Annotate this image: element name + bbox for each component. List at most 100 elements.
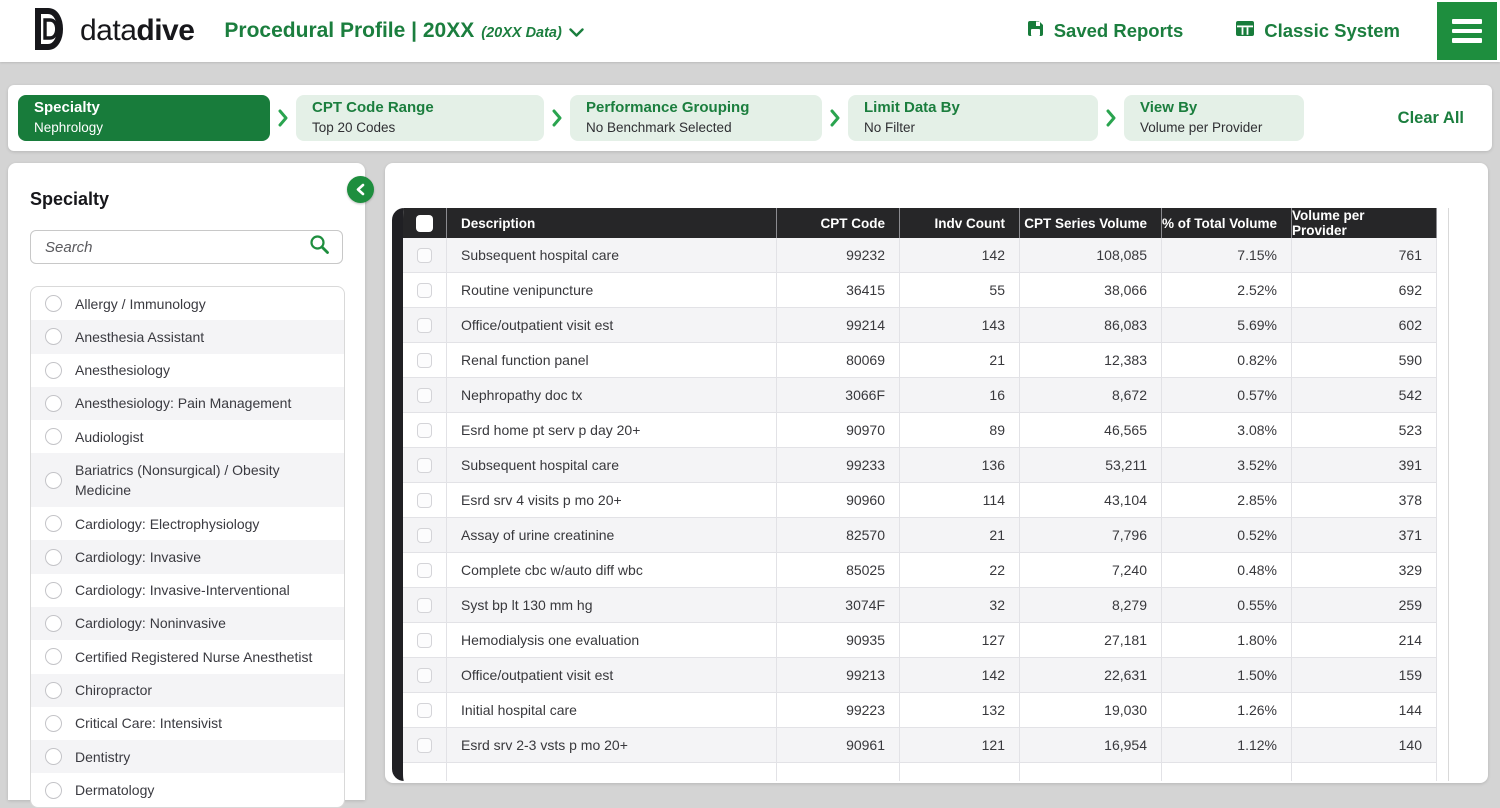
radio-icon[interactable]: [45, 681, 62, 699]
specialty-option-label: Critical Care: Intensivist: [75, 715, 223, 732]
row-checkbox[interactable]: [417, 457, 432, 473]
clipped-row-cell: [403, 763, 447, 781]
clear-all-button[interactable]: Clear All: [1397, 108, 1464, 127]
report-title-dropdown[interactable]: Procedural Profile | 20XX (20XX Data): [224, 19, 584, 43]
table-wrap: Description CPT Code Indv Count CPT Series …: [392, 208, 1449, 781]
value-cell: 99233: [777, 448, 900, 483]
specialty-option[interactable]: Dentistry: [31, 740, 344, 774]
value-cell: 12,383: [1020, 343, 1162, 378]
radio-icon[interactable]: [45, 615, 62, 633]
row-checkbox[interactable]: [417, 702, 432, 718]
specialty-option[interactable]: Anesthesiology: [31, 354, 344, 387]
saved-reports-button[interactable]: Saved Reports: [1026, 19, 1183, 43]
row-checkbox[interactable]: [417, 247, 432, 263]
results-panel: Description CPT Code Indv Count CPT Series …: [385, 163, 1488, 783]
value-cell: 761: [1292, 238, 1437, 273]
row-checkbox[interactable]: [417, 352, 432, 368]
value-cell: 143: [900, 308, 1020, 343]
row-checkbox[interactable]: [417, 562, 432, 578]
step-performance-grouping[interactable]: Performance Grouping No Benchmark Select…: [570, 95, 822, 141]
logo-text: datadive: [80, 14, 195, 47]
column-header[interactable]: CPT Code: [777, 208, 900, 238]
radio-icon[interactable]: [45, 515, 62, 533]
datadive-logo[interactable]: datadive: [30, 6, 195, 57]
radio-icon[interactable]: [45, 548, 62, 566]
step-specialty[interactable]: Specialty Nephrology: [18, 95, 270, 141]
page-title-suffix: (20XX Data): [481, 25, 562, 41]
specialty-option[interactable]: Anesthesia Assistant: [31, 320, 344, 354]
specialty-option[interactable]: Cardiology: Invasive: [31, 540, 344, 574]
row-checkbox[interactable]: [417, 597, 432, 613]
value-cell: 43,104: [1020, 483, 1162, 518]
specialty-option[interactable]: Cardiology: Noninvasive: [31, 606, 344, 641]
step-limit-data-by[interactable]: Limit Data By No Filter: [848, 95, 1098, 141]
column-header[interactable]: Indv Count: [900, 208, 1020, 238]
row-checkbox-cell: [403, 343, 447, 378]
value-cell: 3074F: [777, 588, 900, 623]
radio-icon[interactable]: [45, 328, 62, 346]
row-checkbox[interactable]: [417, 737, 432, 753]
radio-icon[interactable]: [45, 395, 62, 413]
value-cell: 55: [900, 273, 1020, 308]
column-header[interactable]: % of Total Volume: [1162, 208, 1292, 238]
column-header[interactable]: Volume per Provider: [1292, 208, 1437, 238]
value-cell: 1.50%: [1162, 658, 1292, 693]
specialty-option[interactable]: Certified Registered Nurse Anesthetist: [31, 640, 344, 673]
value-cell: 2.85%: [1162, 483, 1292, 518]
value-cell: 136: [900, 448, 1020, 483]
value-cell: 3066F: [777, 378, 900, 413]
top-bar: datadive Procedural Profile | 20XX (20XX…: [0, 0, 1500, 62]
column-header[interactable]: Description: [447, 208, 777, 238]
radio-icon[interactable]: [45, 748, 62, 766]
select-all-checkbox[interactable]: [416, 214, 433, 232]
row-checkbox[interactable]: [417, 667, 432, 683]
specialty-option[interactable]: Bariatrics (Nonsurgical) / Obesity Medic…: [31, 453, 344, 508]
specialty-option[interactable]: Cardiology: Invasive-Interventional: [31, 574, 344, 607]
row-checkbox[interactable]: [417, 492, 432, 508]
value-cell: 21: [900, 343, 1020, 378]
value-cell: 32: [900, 588, 1020, 623]
value-cell: 16,954: [1020, 728, 1162, 763]
table-scrollbar-gutter[interactable]: [1437, 208, 1449, 781]
row-checkbox[interactable]: [417, 422, 432, 438]
row-checkbox[interactable]: [417, 632, 432, 648]
value-cell: 3.08%: [1162, 413, 1292, 448]
menu-button[interactable]: [1437, 2, 1497, 60]
value-cell: 86,083: [1020, 308, 1162, 343]
row-checkbox[interactable]: [417, 527, 432, 543]
value-cell: 114: [900, 483, 1020, 518]
step-view-by[interactable]: View By Volume per Provider: [1124, 95, 1304, 141]
collapse-sidebar-button[interactable]: [347, 176, 374, 203]
specialty-option[interactable]: Critical Care: Intensivist: [31, 707, 344, 740]
search-icon[interactable]: [309, 234, 330, 260]
chevron-down-icon[interactable]: [569, 25, 584, 43]
radio-icon[interactable]: [45, 361, 62, 379]
classic-system-button[interactable]: Classic System: [1235, 19, 1400, 43]
row-checkbox[interactable]: [417, 317, 432, 333]
description-cell: Initial hospital care: [447, 693, 777, 728]
radio-icon[interactable]: [45, 648, 62, 666]
row-checkbox[interactable]: [417, 387, 432, 403]
radio-icon[interactable]: [45, 428, 62, 446]
specialty-option[interactable]: Cardiology: Electrophysiology: [31, 507, 344, 540]
clipped-row-cell: [1292, 763, 1437, 781]
specialty-option[interactable]: Anesthesiology: Pain Management: [31, 386, 344, 421]
clipped-row-cell: [1020, 763, 1162, 781]
radio-icon[interactable]: [45, 715, 62, 732]
step-label: Performance Grouping: [586, 99, 750, 117]
specialty-option[interactable]: Audiologist: [31, 420, 344, 453]
radio-icon[interactable]: [45, 295, 62, 313]
specialty-option[interactable]: Dermatology: [31, 773, 344, 806]
column-header[interactable]: CPT Series Volume: [1020, 208, 1162, 238]
radio-icon[interactable]: [45, 581, 62, 599]
step-cpt-code-range[interactable]: CPT Code Range Top 20 Codes: [296, 95, 544, 141]
specialty-option[interactable]: Chiropractor: [31, 673, 344, 707]
radio-icon[interactable]: [45, 781, 62, 799]
search-input[interactable]: [43, 237, 309, 257]
value-cell: 214: [1292, 623, 1437, 658]
radio-icon[interactable]: [45, 471, 62, 489]
filter-step-bar: Specialty Nephrology CPT Code Range Top …: [8, 85, 1492, 151]
row-checkbox[interactable]: [417, 282, 432, 298]
description-cell: Office/outpatient visit est: [447, 658, 777, 693]
specialty-option[interactable]: Allergy / Immunology: [31, 287, 344, 320]
